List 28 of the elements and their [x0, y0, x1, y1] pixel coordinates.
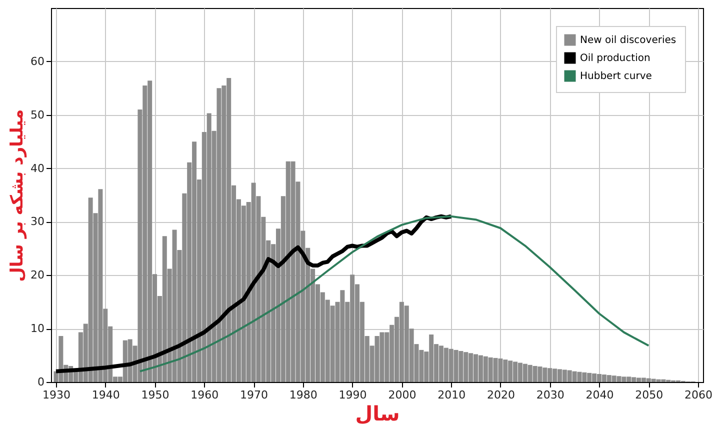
x-axis-title: سال — [355, 402, 400, 426]
x-tick-label: 2020 — [486, 388, 515, 402]
x-tick-label: 2010 — [438, 388, 466, 402]
x-tick-label: 1930 — [42, 388, 70, 402]
line-series — [54, 214, 454, 374]
y-tick-label: 20 — [30, 268, 44, 282]
x-tick-label: 1940 — [92, 388, 120, 402]
y-tick-label: 50 — [30, 108, 44, 122]
x-tick-label: 1970 — [240, 388, 268, 402]
line-series — [138, 215, 650, 372]
y-tick-label: 10 — [30, 322, 44, 336]
y-tick-label: 0 — [38, 376, 44, 388]
x-tick-label: 2040 — [586, 388, 614, 402]
x-tick-label: 1950 — [141, 388, 170, 402]
x-tick-label: 1980 — [289, 388, 318, 402]
y-tick-label: 40 — [30, 162, 44, 175]
legend-label: Oil production — [580, 53, 650, 64]
x-tick-label: 2050 — [635, 388, 664, 402]
y-axis-title: میلیارد بشکه بر سال — [8, 109, 28, 282]
legend-label: Hubbert curve — [580, 71, 652, 82]
x-tick-label: 2060 — [684, 388, 712, 402]
legend-label: New oil discoveries — [580, 35, 676, 46]
x-tick-label: 1990 — [338, 388, 367, 402]
y-tick-label: 60 — [30, 54, 44, 68]
x-tick-label: 2000 — [388, 388, 416, 402]
x-tick-label: 1960 — [190, 388, 219, 402]
x-tick-label: 2030 — [536, 388, 564, 402]
y-tick-label: 30 — [30, 215, 44, 228]
